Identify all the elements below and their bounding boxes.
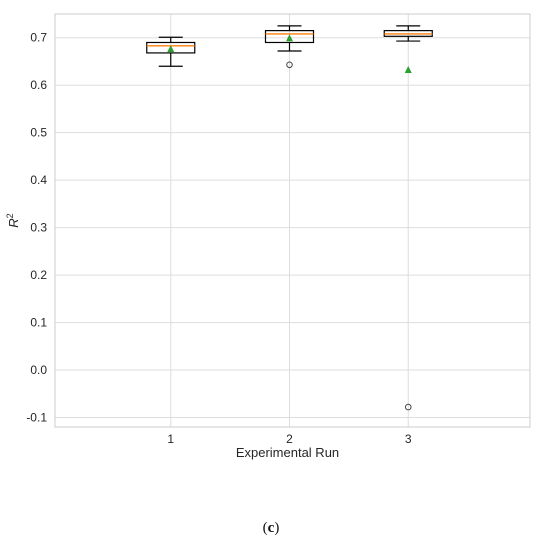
grid-lines	[55, 14, 530, 427]
box-group-3	[383, 25, 433, 411]
boxes	[146, 25, 433, 411]
y-tick-label: 0.2	[30, 268, 47, 282]
y-tick-label: 0.0	[30, 363, 47, 377]
panel-label-open: (	[262, 520, 268, 536]
y-tick-label: -0.1	[26, 411, 47, 425]
mean-marker	[286, 34, 293, 42]
outlier-point	[286, 61, 293, 69]
y-tick-label: 0.5	[30, 126, 47, 140]
box-plot-chart: 0.7 0.6 0.5 0.4 0.3 0.2 0.1 0.0 -0.1 1 2 3 Experim…	[5, 13, 531, 460]
box-group-2	[264, 25, 315, 69]
outlier-point	[404, 403, 412, 411]
panel-label: (c)	[0, 520, 542, 537]
box-group-1	[146, 36, 196, 67]
plot-border	[54, 13, 531, 428]
y-tick-label: 0.3	[30, 221, 47, 235]
y-tick-label: 0.7	[30, 31, 47, 45]
panel-label-close: )	[274, 520, 280, 536]
x-axis-ticks: 1 2 3	[167, 432, 412, 446]
x-axis-label: Experimental Run	[236, 445, 339, 460]
x-tick-label: 3	[405, 432, 412, 446]
y-tick-label: 0.6	[30, 78, 47, 92]
box-iqr	[146, 41, 196, 54]
x-tick-label: 2	[286, 432, 293, 446]
x-tick-label: 1	[167, 432, 174, 446]
panel-label-letter: c	[267, 520, 275, 536]
y-tick-label: 0.4	[30, 173, 47, 187]
mean-marker	[404, 66, 412, 74]
box-iqr	[264, 30, 315, 44]
y-axis-ticks: 0.7 0.6 0.5 0.4 0.3 0.2 0.1 0.0 -0.1	[26, 31, 47, 425]
plot-frame	[54, 13, 531, 428]
y-axis-label-main: R	[6, 218, 21, 227]
mean-marker	[167, 45, 175, 53]
y-axis-label-superscript: 2	[5, 213, 15, 218]
y-axis-label: R2	[5, 213, 21, 227]
y-tick-label: 0.1	[30, 316, 47, 330]
